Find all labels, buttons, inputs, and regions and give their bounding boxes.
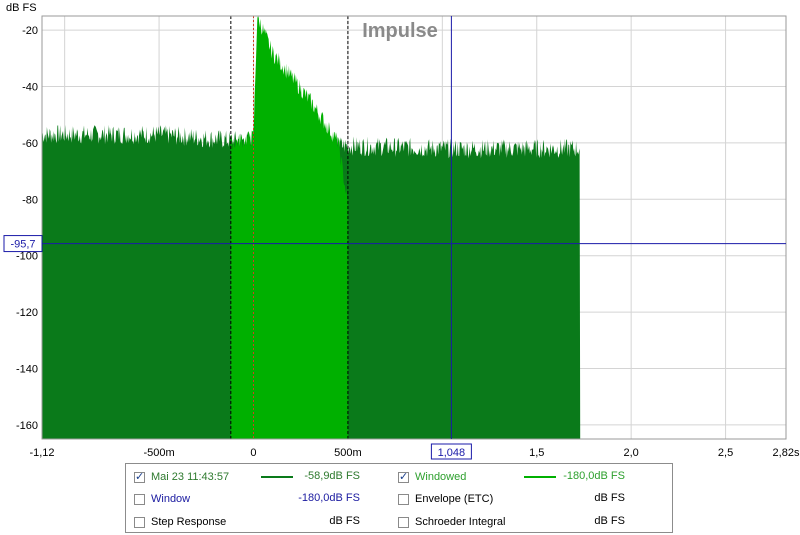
checkbox-schroeder[interactable] bbox=[398, 516, 409, 528]
y-tick-label: -40 bbox=[22, 82, 38, 94]
y-axis-label: dB FS bbox=[6, 2, 37, 14]
y-tick-label: -160 bbox=[16, 420, 38, 432]
cursor-x-readout: 1,048 bbox=[438, 447, 466, 459]
x-tick-label: 1,5 bbox=[529, 447, 544, 459]
legend-value-windowed: -180,0dB FS bbox=[563, 470, 625, 482]
legend-label-envelope: Envelope (ETC) bbox=[415, 493, 494, 505]
legend-item-schroeder[interactable]: Schroeder Integral bbox=[398, 512, 506, 532]
legend-value-mai-23: -58,9dB FS bbox=[304, 470, 360, 482]
y-axis-ticks: -20 -40 -60 -80 -100 -120 -140 -160 bbox=[16, 25, 38, 432]
checkbox-step-response[interactable] bbox=[134, 516, 145, 528]
y-tick-label: -120 bbox=[16, 307, 38, 319]
legend-item-windowed[interactable]: Windowed bbox=[398, 467, 466, 487]
legend-value-envelope: dB FS bbox=[594, 492, 625, 504]
legend-value-window: -180,0dB FS bbox=[298, 492, 360, 504]
window-markers bbox=[230, 16, 349, 439]
cursor-y-readout: -95,7 bbox=[10, 239, 35, 251]
legend-value-schroeder: dB FS bbox=[594, 515, 625, 527]
crosshair-cursor[interactable]: -95,7 1,048 bbox=[3, 16, 786, 460]
legend-item-envelope[interactable]: Envelope (ETC) bbox=[398, 489, 493, 509]
x-tick-label: 2,82s bbox=[773, 447, 800, 459]
checkbox-windowed[interactable] bbox=[398, 470, 409, 483]
legend-panel: Mai 23 11:43:57 -58,9dB FS Windowed -180… bbox=[125, 463, 673, 533]
legend-item-window[interactable]: Window bbox=[134, 489, 190, 509]
plot-frame bbox=[41, 15, 787, 440]
legend-label-step-response: Step Response bbox=[151, 516, 227, 528]
x-axis-ticks: -1,12 -500m 0 500m 1,5 2,0 2,5 2,82s bbox=[29, 447, 799, 459]
swatch-mai-23 bbox=[261, 476, 293, 478]
series-windowed bbox=[230, 16, 348, 439]
x-tick-label: -1,12 bbox=[29, 447, 54, 459]
checkbox-window[interactable] bbox=[134, 493, 145, 505]
legend-item-mai-23[interactable]: Mai 23 11:43:57 bbox=[134, 467, 229, 487]
legend-label-windowed: Windowed bbox=[415, 471, 467, 483]
y-tick-label: -100 bbox=[16, 251, 38, 263]
y-tick-label: -20 bbox=[22, 25, 38, 37]
checkbox-envelope[interactable] bbox=[398, 493, 409, 505]
legend-value-step-response: dB FS bbox=[329, 515, 360, 527]
x-tick-label: 2,0 bbox=[624, 447, 639, 459]
y-tick-label: -60 bbox=[22, 138, 38, 150]
x-tick-label: 2,5 bbox=[718, 447, 733, 459]
impulse-chart[interactable]: Impulse dB FS -20 -40 -60 -80 -100 -120 -140 -1… bbox=[0, 0, 800, 460]
x-tick-label: -500m bbox=[143, 447, 174, 459]
legend-label-window: Window bbox=[151, 493, 191, 505]
checkbox-mai-23[interactable] bbox=[134, 470, 145, 483]
swatch-windowed bbox=[524, 476, 556, 478]
legend-label-schroeder: Schroeder Integral bbox=[415, 516, 506, 528]
x-tick-label: 0 bbox=[250, 447, 256, 459]
y-tick-label: -80 bbox=[22, 194, 38, 206]
chart-title: Impulse bbox=[362, 20, 438, 42]
legend-label-mai-23: Mai 23 11:43:57 bbox=[151, 471, 230, 483]
cursor-y-readout-box bbox=[3, 235, 43, 253]
cursor-x-readout-box bbox=[430, 443, 472, 460]
y-tick-label: -140 bbox=[16, 364, 38, 376]
legend-item-step-response[interactable]: Step Response bbox=[134, 512, 226, 532]
x-tick-label: 500m bbox=[334, 447, 362, 459]
